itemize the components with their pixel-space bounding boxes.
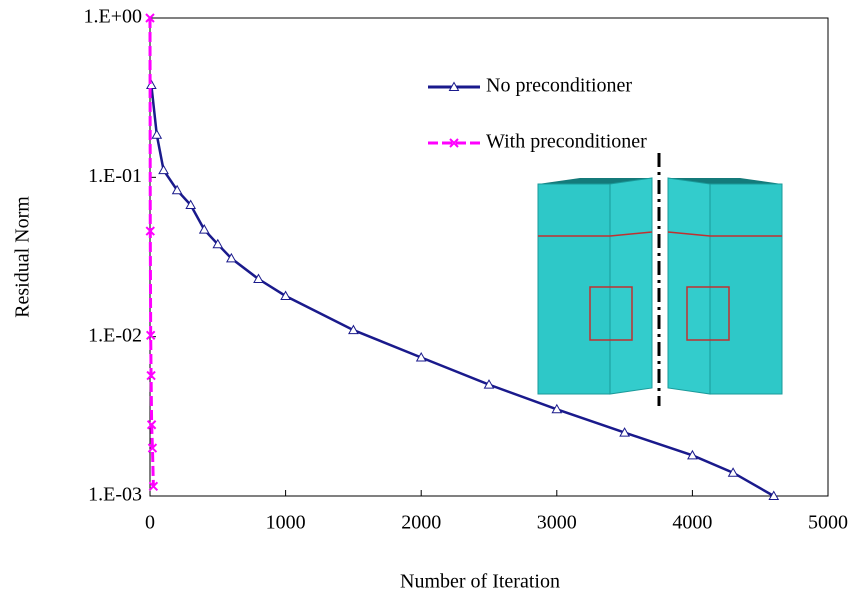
x-tick-label: 1000 <box>266 512 306 534</box>
marker <box>152 130 161 138</box>
inset-model <box>538 153 782 406</box>
y-axis-title: Residual Norm <box>12 196 34 318</box>
x-axis-title: Number of Iteration <box>400 571 560 593</box>
legend-label: No preconditioner <box>486 75 632 97</box>
marker <box>159 166 168 174</box>
y-tick-label: 1.E-01 <box>88 165 142 187</box>
x-tick-label: 5000 <box>808 512 848 534</box>
x-tick-label: 0 <box>145 512 155 534</box>
x-tick-label: 2000 <box>401 512 441 534</box>
x-tick-label: 3000 <box>537 512 577 534</box>
chart: Number of Iteration Residual Norm 0 1000 2… <box>0 0 858 601</box>
x-tick-label: 4000 <box>672 512 712 534</box>
y-tick-label: 1.E-02 <box>88 324 142 346</box>
legend-label: With preconditioner <box>486 131 647 153</box>
y-tick-label: 1.E-03 <box>88 484 142 506</box>
y-tick-label: 1.E+00 <box>84 6 143 28</box>
